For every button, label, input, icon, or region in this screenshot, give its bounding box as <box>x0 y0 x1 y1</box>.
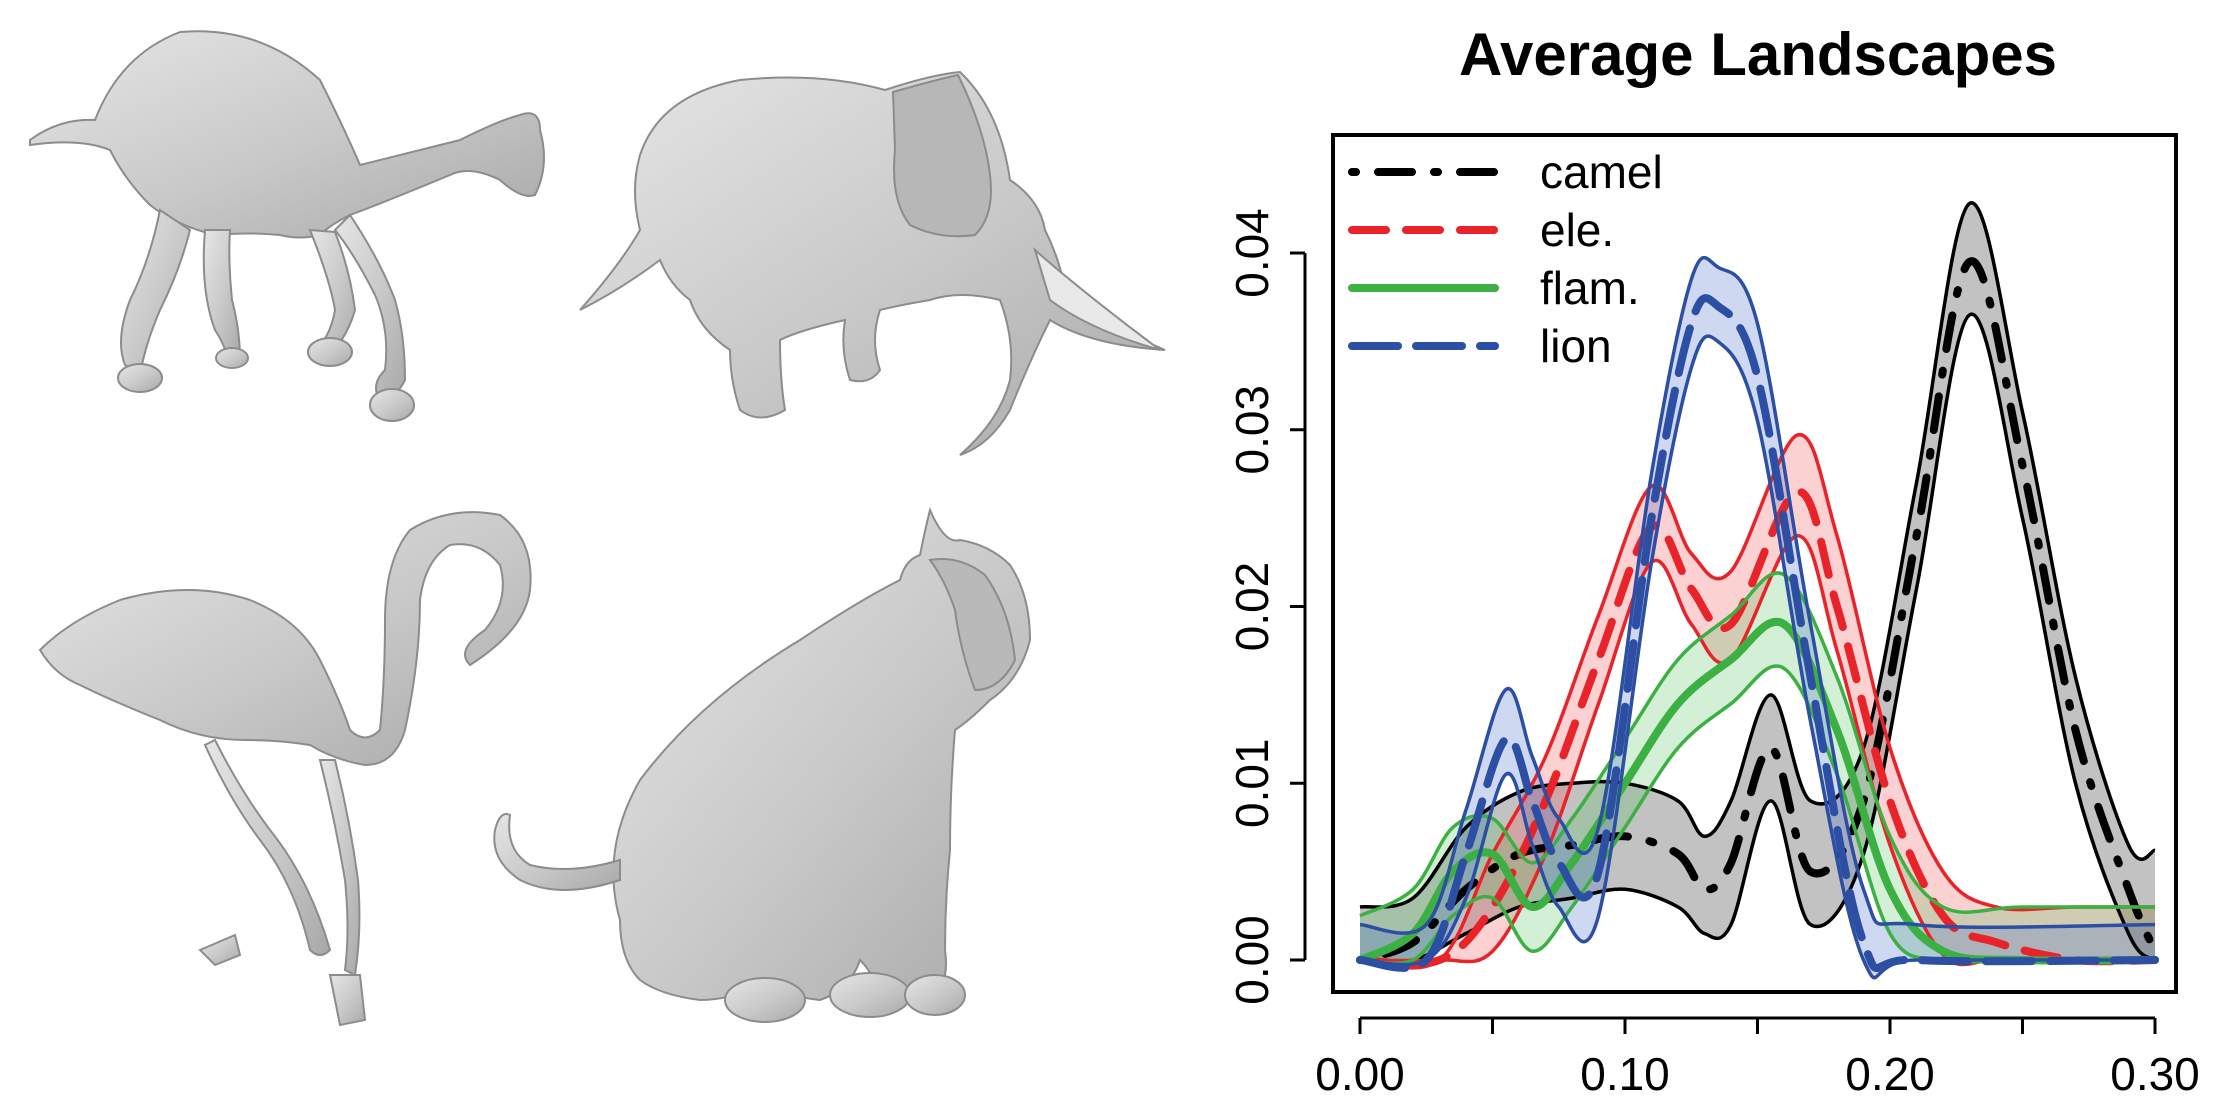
flamingo-mesh <box>38 511 532 1027</box>
x-tick-label: 0.10 <box>1580 1048 1670 1100</box>
camel-mesh <box>29 30 545 422</box>
x-axis: 0.00 0.10 0.20 0.30 <box>1315 1016 2200 1100</box>
plot-frame <box>1331 133 2178 994</box>
legend-label-lion: lion <box>1540 320 1612 372</box>
upper-ele <box>1359 433 2155 970</box>
lower-camel <box>1359 312 2157 964</box>
y-axis: 0.00 0.01 0.02 0.03 0.04 <box>1226 208 1307 1005</box>
lower-lion <box>1359 334 2155 980</box>
mean-line-ele <box>1356 487 2159 968</box>
lion-mesh <box>493 506 1032 1023</box>
upper-lion <box>1359 255 2156 935</box>
shape-panel <box>29 30 1166 1027</box>
y-tick-label: 0.01 <box>1226 738 1278 828</box>
elephant-mesh <box>579 70 1166 456</box>
mean-line-lion <box>1356 294 2159 973</box>
legend: camel ele. flam. lion <box>1348 146 1663 372</box>
band-lion <box>1360 257 2155 978</box>
average-landscapes-chart: Average Landscapes 0.000.010.020.030.04 … <box>1226 21 2200 1100</box>
legend-label-camel: camel <box>1540 146 1663 198</box>
x-tick-label: 0.20 <box>1845 1048 1935 1100</box>
y-tick-label: 0.02 <box>1226 562 1278 652</box>
band-ele <box>1360 434 2155 968</box>
y-tick-label: 0.04 <box>1226 208 1278 298</box>
legend-label-ele: ele. <box>1540 204 1614 256</box>
y-tick-label: 0.03 <box>1226 385 1278 475</box>
chart-title: Average Landscapes <box>1459 21 2057 88</box>
series-lines <box>1356 201 2159 980</box>
y-tick-label: 0.00 <box>1226 915 1278 1005</box>
x-tick-label: 0.30 <box>2110 1048 2200 1100</box>
x-tick-label: 0.00 <box>1315 1048 1405 1100</box>
legend-label-flam: flam. <box>1540 262 1640 314</box>
